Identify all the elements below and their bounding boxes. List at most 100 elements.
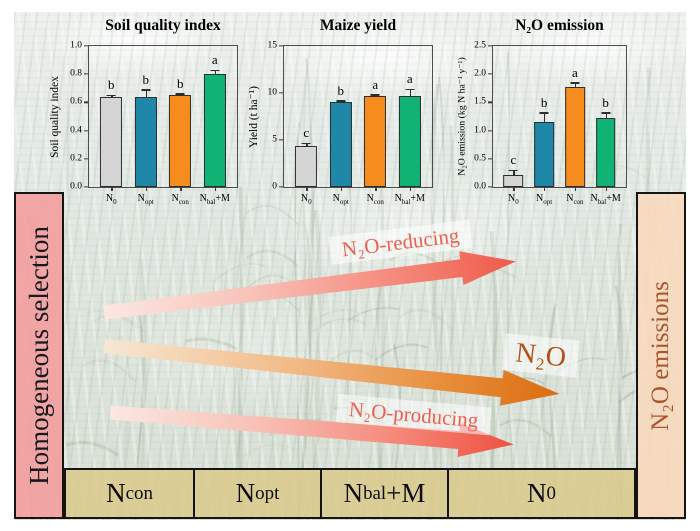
- x-tick-label: N0: [498, 187, 529, 206]
- significance-letter: a: [406, 71, 413, 87]
- x-tick-label: Nopt: [529, 187, 560, 206]
- x-tick-label: N0: [289, 187, 324, 206]
- n2o-emissions-band: N₂O emissions: [636, 192, 686, 519]
- error-bar-whisker: [605, 112, 607, 119]
- x-axis-labels: N0 Nopt Ncon Nbal+M: [89, 187, 237, 206]
- bar: [203, 74, 226, 187]
- bar: [565, 87, 585, 187]
- error-bar-whisker: [145, 89, 148, 97]
- significance-letter: b: [177, 75, 184, 91]
- x-tick-label-text: Nbal+M: [394, 193, 425, 206]
- x-tick-label: Nbal+M: [393, 187, 428, 206]
- y-tick-label: 2.5: [474, 40, 486, 51]
- x-tick-mark: [214, 187, 217, 191]
- y-axis-label: Yield (t ha⁻¹): [244, 46, 262, 187]
- error-bar-cap: [336, 100, 346, 102]
- chart-title: Soil quality index: [105, 17, 221, 34]
- x-tick-mark: [574, 187, 577, 191]
- plot-area: N₂O emission (kg N ha⁻¹ y⁻¹) 2.5 2.0 1.5 1.0…: [457, 41, 627, 206]
- x-tick-label-text: N0: [105, 193, 117, 206]
- arrow-n2o-reducing: [102, 245, 518, 329]
- bar: [100, 96, 123, 187]
- bar: [398, 95, 421, 187]
- error-bar-cap: [570, 82, 580, 84]
- homogeneous-selection-label: Homogeneous selection: [23, 226, 54, 485]
- homogeneous-selection-band: Homogeneous selection: [14, 192, 64, 519]
- significance-letter: a: [372, 76, 379, 92]
- error-bar-cap: [210, 69, 220, 72]
- error-bar-whisker: [214, 70, 217, 75]
- x-tick-label-text: N0: [300, 193, 312, 206]
- bars-group: c b a b: [493, 46, 626, 187]
- y-tick-label: 0.4: [70, 124, 82, 135]
- x-tick-label-text: Nbal+M: [590, 193, 621, 206]
- bar-slot: b: [529, 46, 560, 187]
- y-axis-label-text: Yield (t ha⁻¹): [248, 85, 260, 148]
- x-tick-mark: [145, 187, 148, 191]
- error-bar-cap: [601, 112, 611, 114]
- x-tick-mark: [409, 187, 412, 191]
- n2o-emissions-label: N₂O emissions: [647, 280, 675, 431]
- y-tick-label: 0.6: [70, 96, 82, 107]
- x-tick-mark: [375, 187, 377, 191]
- x-tick-mark: [340, 187, 343, 191]
- y-tick-label: 0.0: [70, 181, 82, 192]
- significance-letter: b: [108, 77, 115, 93]
- x-tick-label: Ncon: [560, 187, 591, 206]
- x-tick-label-text: Ncon: [566, 193, 584, 206]
- x-tick-label-text: Nopt: [137, 193, 154, 206]
- x-tick-label: Nopt: [129, 187, 164, 206]
- x-tick-label-text: Nbal+M: [199, 193, 230, 206]
- y-tick-mark: [488, 186, 492, 188]
- y-tick-label: 5: [272, 134, 277, 145]
- y-tick-mark: [84, 73, 88, 75]
- significance-letter: a: [211, 52, 218, 68]
- y-tick-mark: [279, 186, 283, 188]
- bar-slot: c: [498, 46, 529, 187]
- error-bar-whisker: [306, 143, 308, 146]
- y-tick-label: 0.8: [70, 68, 82, 79]
- y-tick-label: 0.2: [70, 153, 82, 164]
- y-tick-mark: [84, 45, 88, 47]
- x-tick-label: Ncon: [358, 187, 393, 206]
- y-tick-label: 1.5: [474, 96, 486, 107]
- bar-slot: a: [393, 46, 428, 187]
- error-bar-cap: [175, 93, 185, 95]
- bar-chart-n-o-emission: N₂O emission N₂O emission (kg N ha⁻¹ y⁻¹)…: [457, 17, 627, 206]
- significance-letter: b: [602, 94, 609, 110]
- y-axis-label: N₂O emission (kg N ha⁻¹ y⁻¹): [453, 46, 471, 187]
- y-tick-mark: [84, 186, 88, 188]
- error-bar-cap: [106, 94, 116, 97]
- y-tick-mark: [84, 129, 88, 132]
- x-tick-label: Ncon: [163, 187, 198, 206]
- bar-slot: a: [198, 46, 233, 187]
- significance-letter: c: [303, 125, 310, 141]
- y-tick-mark: [279, 139, 283, 141]
- x-tick-mark: [513, 187, 515, 191]
- significance-letter: b: [337, 82, 345, 98]
- bar-chart-maize-yield: Maize yield Yield (t ha⁻¹) 15 10 5 0 c b a a N0 Nop…: [248, 17, 433, 206]
- x-tick-mark: [111, 187, 113, 191]
- x-tick-label: Nbal+M: [590, 187, 621, 206]
- bar: [295, 145, 318, 187]
- chart-title: N₂O emission: [515, 17, 604, 34]
- x-tick-mark: [180, 187, 182, 191]
- bar-slot: b: [590, 46, 621, 187]
- significance-letter: b: [142, 71, 150, 87]
- y-tick-mark: [488, 129, 492, 132]
- x-tick-mark: [605, 187, 607, 191]
- y-tick-mark: [84, 101, 88, 104]
- y-tick-mark: [488, 73, 492, 75]
- arrow-n2o-producing: [109, 395, 515, 461]
- y-tick-label: 1.0: [474, 124, 486, 135]
- y-tick-mark: [84, 158, 88, 160]
- y-tick-label: 0.0: [474, 181, 486, 192]
- bar-chart-soil-quality-index: Soil quality index Soil quality index 1.0 0…: [49, 17, 238, 206]
- y-tick-label: 2.0: [474, 68, 486, 79]
- bar: [503, 174, 524, 187]
- bar-slot: b: [129, 46, 164, 187]
